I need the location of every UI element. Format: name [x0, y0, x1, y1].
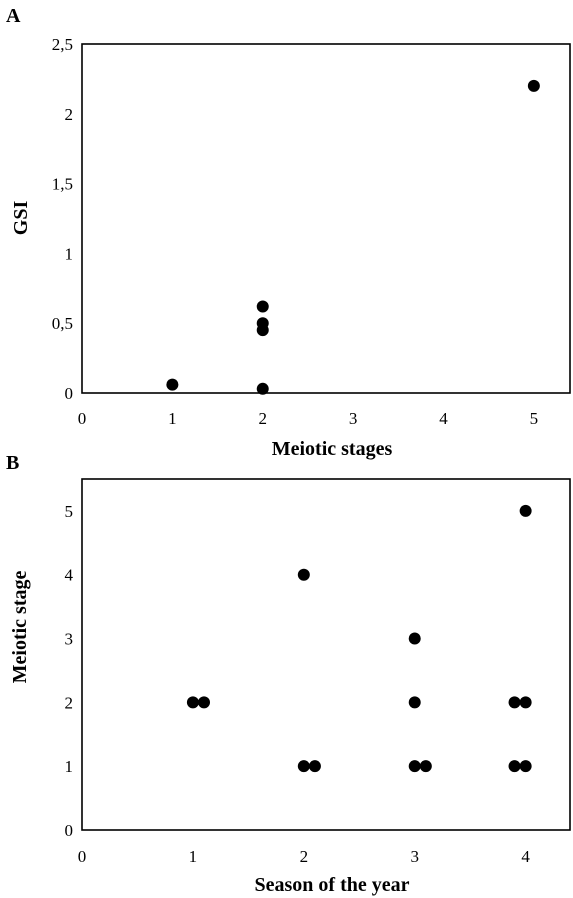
- data-point: [408, 632, 421, 645]
- data-point: [519, 696, 532, 709]
- x-tick-label: 0: [78, 409, 87, 428]
- data-point: [297, 568, 310, 581]
- x-tick-label: 2: [300, 847, 309, 866]
- y-tick-label: 1: [65, 757, 74, 776]
- data-point: [256, 324, 269, 337]
- x-tick-label: 3: [410, 847, 419, 866]
- y-tick-label: 0: [65, 384, 74, 403]
- x-tick-labels-a: 0 1 2 3 4 5: [78, 409, 538, 428]
- x-axis-title-a: Meiotic stages: [272, 438, 393, 460]
- data-point: [256, 300, 269, 313]
- data-point: [297, 760, 310, 773]
- data-point: [419, 760, 432, 773]
- data-point: [508, 760, 521, 773]
- data-points-a: [166, 79, 540, 395]
- data-point: [408, 696, 421, 709]
- x-tick-label: 1: [168, 409, 177, 428]
- y-tick-label: 2: [65, 693, 74, 712]
- data-point: [519, 760, 532, 773]
- y-tick-label: 2: [65, 105, 74, 124]
- y-tick-labels-b: 0 1 2 3 4 5: [65, 502, 74, 840]
- data-point: [186, 696, 199, 709]
- y-tick-label: 2,5: [52, 35, 73, 54]
- panel-label-b: B: [6, 452, 19, 474]
- y-tick-label: 3: [65, 630, 74, 649]
- plot-frame-a: [81, 43, 571, 394]
- data-point: [256, 382, 269, 395]
- panel-a: A 0 0,5 1 1,5 2 2,5 0 1 2 3 4 5 Meiotic stages GSI: [6, 5, 571, 460]
- y-tick-label: 5: [65, 502, 74, 521]
- y-tick-label: 0: [65, 821, 74, 840]
- x-tick-label: 3: [349, 409, 358, 428]
- data-point: [519, 504, 532, 517]
- x-axis-title-b: Season of the year: [255, 874, 410, 896]
- data-point: [198, 696, 210, 709]
- y-axis-title-a: GSI: [10, 201, 32, 236]
- x-tick-label: 5: [530, 409, 539, 428]
- x-tick-label: 1: [189, 847, 198, 866]
- data-point: [408, 760, 421, 773]
- data-point: [527, 79, 540, 92]
- x-tick-label: 0: [78, 847, 87, 866]
- data-points-b: [186, 504, 532, 773]
- y-tick-label: 4: [65, 566, 74, 585]
- x-tick-labels-b: 0 1 2 3 4: [78, 847, 531, 866]
- x-tick-label: 4: [521, 847, 530, 866]
- x-tick-label: 2: [258, 409, 267, 428]
- plot-frame-b: [81, 478, 571, 831]
- data-point: [308, 760, 321, 773]
- y-tick-labels-a: 0 0,5 1 1,5 2 2,5: [52, 35, 73, 403]
- y-tick-label: 1,5: [52, 175, 73, 194]
- y-tick-label: 1: [65, 244, 74, 263]
- y-axis-title-b: Meiotic stage: [9, 571, 31, 684]
- y-tick-label: 0,5: [52, 314, 73, 333]
- panel-label-a: A: [6, 5, 21, 27]
- panel-b: B 0 1 2 3 4 5 0 1 2 3 4 Season of the year Meioti…: [6, 452, 571, 896]
- data-point: [166, 378, 179, 391]
- data-point: [508, 696, 521, 709]
- x-tick-label: 4: [439, 409, 448, 428]
